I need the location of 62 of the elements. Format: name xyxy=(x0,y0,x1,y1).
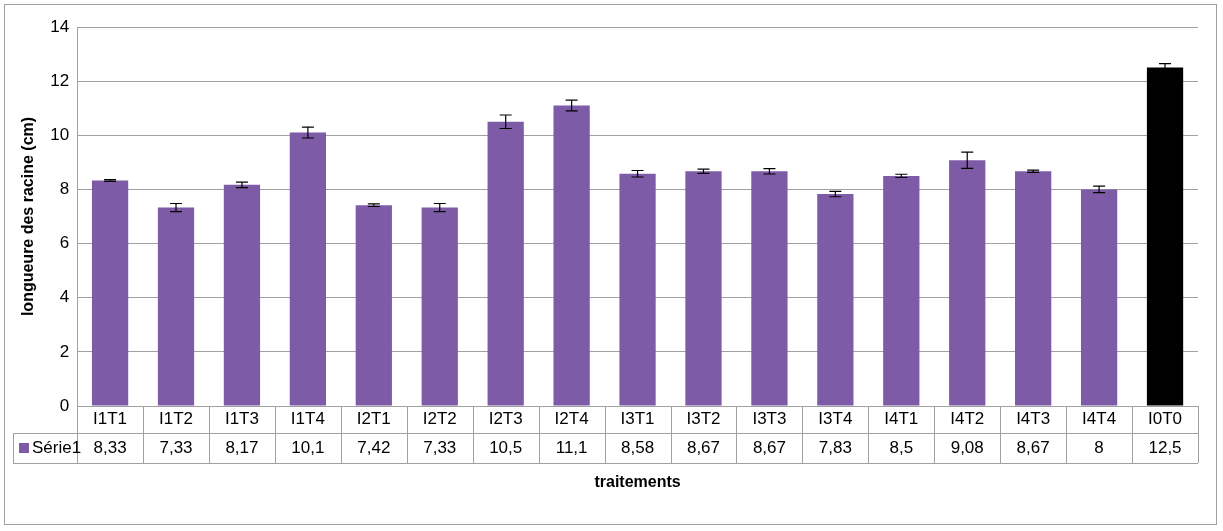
x-tick-label: I4T2 xyxy=(950,409,985,429)
x-tick-label: I3T1 xyxy=(620,409,655,429)
data-label: 7,42 xyxy=(357,437,391,457)
data-label: 7,83 xyxy=(818,437,852,457)
data-label: 10,1 xyxy=(291,437,325,457)
legend-label: Série1 xyxy=(32,437,82,457)
y-tick-label: 8 xyxy=(59,179,70,199)
data-label: 8,67 xyxy=(752,437,786,457)
data-label: 8 xyxy=(1094,437,1104,457)
x-tick-label: I1T3 xyxy=(224,409,259,429)
x-tick-label: I1T1 xyxy=(93,409,128,429)
bar xyxy=(157,207,195,406)
bar xyxy=(685,171,722,406)
data-label: 8,67 xyxy=(686,437,721,457)
x-tick-label: I2T3 xyxy=(488,409,523,429)
x-tick-label: I0T0 xyxy=(1148,409,1183,429)
bar xyxy=(487,121,524,406)
x-tick-label: I4T3 xyxy=(1016,409,1051,429)
x-tick-label: I4T4 xyxy=(1082,409,1117,429)
x-tick-label: I3T3 xyxy=(752,409,787,429)
data-label: 7,33 xyxy=(159,437,193,457)
bar xyxy=(355,205,392,406)
bar xyxy=(421,207,458,406)
data-label: 11,1 xyxy=(555,437,588,457)
y-tick-label: 0 xyxy=(59,395,70,415)
data-label: 8,5 xyxy=(889,437,914,457)
bar xyxy=(223,184,261,406)
y-tick-label: 4 xyxy=(59,287,70,307)
bar xyxy=(1146,67,1184,406)
x-tick-label: I3T2 xyxy=(686,409,721,429)
bar xyxy=(949,160,986,406)
data-label: 8,17 xyxy=(225,437,259,457)
bar xyxy=(817,194,854,406)
y-tick-label: 10 xyxy=(50,124,70,144)
y-tick-label: 14 xyxy=(50,16,70,36)
data-label: 10,5 xyxy=(489,437,523,457)
y-axis-title: longueure des racine (cm) xyxy=(19,116,37,317)
x-axis-title: traitements xyxy=(594,473,681,491)
data-label: 8,67 xyxy=(1016,437,1050,457)
bar xyxy=(883,175,920,406)
bar xyxy=(289,132,327,406)
x-tick-label: I3T4 xyxy=(818,409,853,429)
data-label: 8,58 xyxy=(621,437,655,457)
bar xyxy=(619,173,656,406)
bar xyxy=(553,105,590,406)
data-label: 9,08 xyxy=(950,437,984,457)
x-tick-label: I1T2 xyxy=(159,409,194,429)
y-tick-label: 12 xyxy=(50,70,70,90)
data-label: 7,33 xyxy=(423,437,457,457)
x-tick-label: I2T1 xyxy=(356,409,391,429)
y-tick-label: 2 xyxy=(59,341,70,361)
bar xyxy=(91,180,129,406)
x-tick-label: I2T2 xyxy=(422,409,457,429)
data-label: 12,5 xyxy=(1148,437,1182,457)
x-tick-label: I2T4 xyxy=(554,409,589,429)
x-tick-label: I1T4 xyxy=(290,409,325,429)
x-tick-label: I4T1 xyxy=(884,409,919,429)
data-label: 8,33 xyxy=(93,437,127,457)
y-tick-label: 6 xyxy=(59,233,70,253)
bar xyxy=(1080,189,1118,406)
bar xyxy=(1015,171,1052,406)
bar xyxy=(751,171,788,406)
